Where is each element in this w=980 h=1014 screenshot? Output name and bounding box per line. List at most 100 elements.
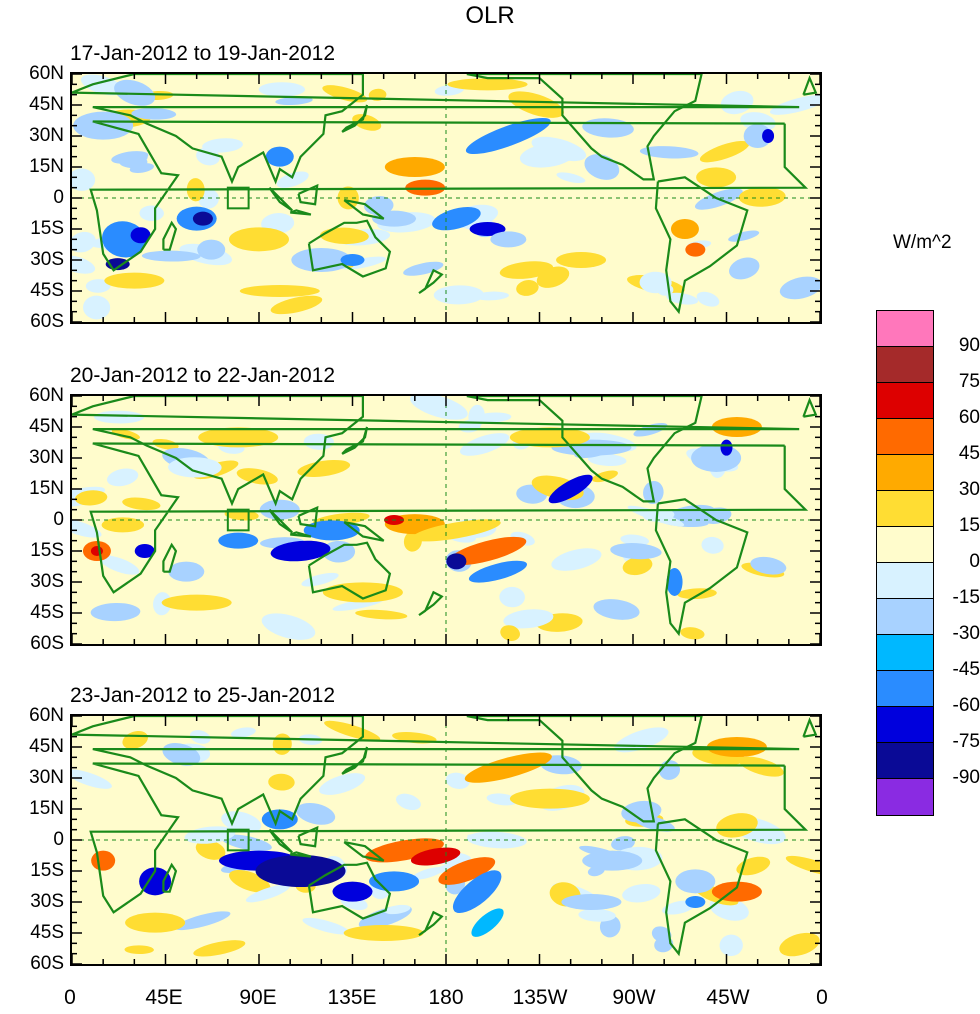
olr-anomaly <box>639 271 672 294</box>
olr-anomaly <box>448 536 527 566</box>
colorbar-swatch <box>877 563 933 599</box>
coastline <box>289 209 312 216</box>
lat-tick: 30S <box>30 891 64 912</box>
olr-anomaly <box>531 136 587 162</box>
olr-anomaly <box>332 881 373 902</box>
coastline <box>341 104 369 133</box>
colorbar-swatch <box>877 383 933 419</box>
coastline <box>654 176 749 315</box>
lat-tick: 45S <box>30 280 64 301</box>
olr-anomaly <box>221 834 272 852</box>
olr-anomaly <box>202 138 243 153</box>
olr-anomaly <box>229 227 289 252</box>
olr-anomaly <box>174 911 231 931</box>
coastline <box>654 498 749 637</box>
lat-tick: 0 <box>53 187 64 208</box>
olr-anomaly <box>72 231 96 253</box>
olr-anomaly <box>643 480 664 505</box>
olr-anomaly <box>685 896 706 908</box>
olr-anomaly <box>303 520 360 541</box>
olr-anomaly <box>72 518 102 538</box>
olr-anomaly <box>195 840 226 860</box>
lat-tick: 0 <box>53 509 64 530</box>
olr-anomaly <box>412 867 444 880</box>
olr-anomaly <box>302 917 350 935</box>
coastline <box>802 75 818 96</box>
olr-anomaly <box>556 252 607 268</box>
olr-anomaly <box>509 427 590 448</box>
lat-tick: 60S <box>30 633 64 654</box>
colorbar-swatch <box>877 707 933 743</box>
colorbar-swatch <box>877 455 933 491</box>
olr-anomaly <box>355 609 408 620</box>
lon-tick: 45W <box>706 986 750 1009</box>
olr-map-1 <box>72 74 820 322</box>
olr-anomaly <box>465 117 551 155</box>
coastline <box>418 910 444 937</box>
olr-anomaly <box>677 588 717 600</box>
olr-anomaly <box>319 773 366 795</box>
olr-anomaly <box>129 163 155 173</box>
olr-anomaly <box>592 470 618 483</box>
olr-anomaly <box>503 609 554 629</box>
coastline <box>72 396 800 507</box>
olr-anomaly <box>396 793 421 811</box>
olr-anomaly <box>319 227 369 245</box>
olr-anomaly <box>197 239 226 260</box>
olr-anomaly <box>259 499 300 520</box>
colorbar-label: -15 <box>952 587 980 608</box>
olr-anomaly <box>620 534 650 546</box>
olr-anomaly <box>639 146 699 159</box>
olr-anomaly <box>561 894 622 910</box>
olr-anomaly <box>685 242 706 257</box>
olr-anomaly <box>343 925 424 941</box>
colorbar-swatch <box>877 347 933 383</box>
olr-anomaly <box>198 427 279 448</box>
olr-map-2 <box>72 396 820 644</box>
lat-tick: 15S <box>30 860 64 881</box>
olr-anomaly <box>72 168 96 191</box>
olr-anomaly <box>468 560 527 583</box>
coastline <box>297 183 319 206</box>
olr-anomaly <box>372 210 417 227</box>
olr-anomaly <box>122 497 161 511</box>
coastline <box>466 74 703 181</box>
coastline <box>72 716 800 827</box>
olr-anomaly <box>255 855 346 887</box>
olr-anomaly <box>403 261 444 276</box>
olr-anomaly <box>93 410 145 424</box>
olr-anomaly <box>168 561 205 582</box>
coastline <box>297 505 319 528</box>
olr-anomaly <box>762 129 775 143</box>
olr-anomaly <box>719 934 743 957</box>
coastline <box>343 841 385 862</box>
lat-tick: 15S <box>30 540 64 561</box>
reference-box <box>226 508 250 532</box>
olr-anomaly <box>161 594 232 611</box>
olr-anomaly <box>582 118 634 138</box>
olr-anomaly <box>614 727 669 753</box>
lat-tick: 30S <box>30 571 64 592</box>
olr-anomaly <box>245 884 290 903</box>
colorbar-swatch <box>877 779 933 815</box>
lon-tick: 90E <box>239 986 277 1009</box>
colorbar-label: -75 <box>952 731 980 752</box>
olr-anomaly <box>141 250 201 262</box>
olr-anomaly <box>192 211 213 226</box>
olr-anomaly <box>508 91 564 118</box>
olr-anomaly <box>106 468 139 487</box>
olr-anomaly <box>610 543 662 560</box>
olr-anomaly <box>743 124 772 148</box>
coastline <box>89 120 809 272</box>
olr-anomaly <box>272 733 292 755</box>
olr-anomaly <box>587 453 627 467</box>
reference-box <box>226 186 250 210</box>
coastline <box>297 825 319 848</box>
colorbar-label: -60 <box>952 695 980 716</box>
colorbar-label: -30 <box>952 623 980 644</box>
olr-anomaly <box>125 912 186 933</box>
olr-anomaly <box>699 140 750 163</box>
lat-tick: 45N <box>29 416 64 437</box>
olr-anomaly <box>584 154 620 180</box>
olr-anomaly <box>696 291 720 307</box>
